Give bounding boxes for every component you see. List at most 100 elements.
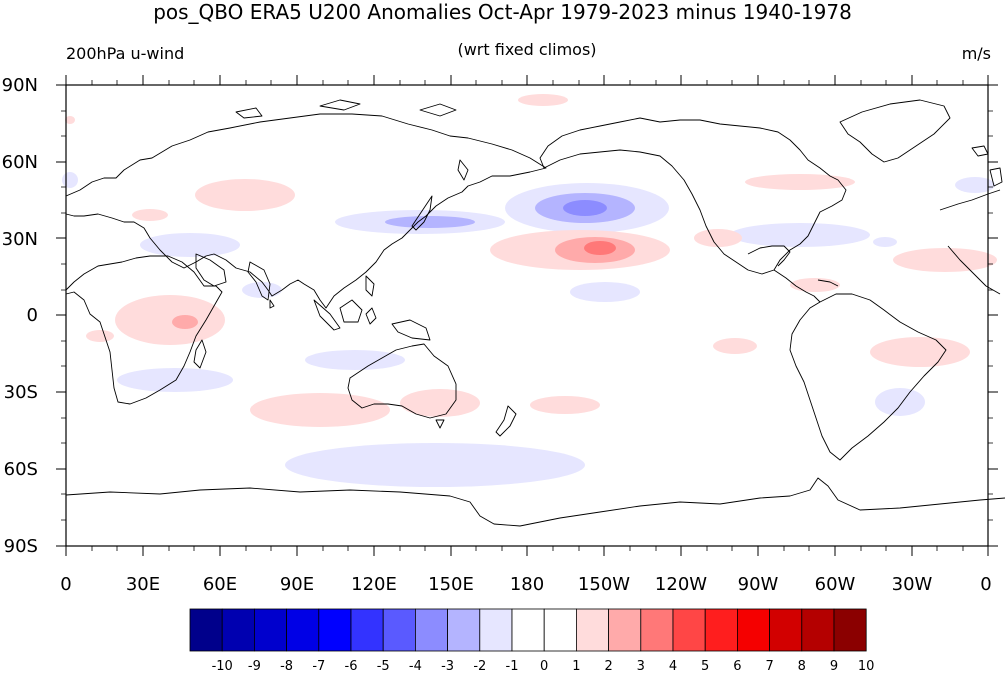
anomaly-fields — [62, 94, 997, 487]
lon-label-60w: 60W — [814, 574, 856, 595]
colorbar-box — [382, 608, 416, 652]
coast-india — [247, 261, 271, 301]
colorbar-box — [414, 608, 448, 652]
minor-ticks — [61, 80, 993, 551]
coast-antarctica — [65, 477, 1005, 527]
anomaly-neg-natlantic — [873, 237, 897, 247]
colorbar-tick-label: 9 — [829, 659, 839, 674]
coast-newzealand — [495, 405, 517, 437]
lon-label-0-east: 0 — [980, 574, 992, 595]
anomaly-neg-europe — [62, 172, 78, 188]
anomaly-pos-epac-s — [713, 338, 757, 354]
anomaly-pos-walfrica — [86, 330, 114, 342]
anomaly-neg-namerica — [730, 223, 870, 247]
anomaly-pos-edge — [65, 116, 75, 124]
anomaly-pos-centralasia — [195, 179, 295, 211]
coast-central-america — [773, 269, 821, 303]
lon-label-90e: 90E — [279, 574, 315, 595]
lon-label-0: 0 — [60, 574, 72, 595]
colorbar-tick-label: 2 — [604, 659, 613, 674]
lon-label-120w: 120W — [654, 574, 708, 595]
units-label: m/s — [961, 44, 991, 63]
colorbar-tick-label: -2 — [473, 659, 487, 674]
colorbar-tick-label: 8 — [797, 659, 806, 674]
colorbar-tick-label: 6 — [733, 659, 742, 674]
lon-label-30e: 30E — [125, 574, 161, 595]
colorbar-tick-label: -5 — [376, 659, 390, 674]
colorbar-tick-label: 10 — [857, 659, 875, 674]
anomaly-pos-med — [132, 209, 168, 221]
colorbar-tick-label: -3 — [441, 659, 455, 674]
colorbar-tick-label: -8 — [280, 659, 294, 674]
lat-label-90n: 90N — [1, 75, 38, 96]
colorbar-box — [640, 608, 674, 652]
colorbar-box — [543, 608, 577, 652]
coast-iceland — [971, 145, 989, 157]
colorbar-tick-label: 5 — [701, 659, 710, 674]
lat-label-30n: 30N — [1, 229, 38, 250]
coast-africa-west — [947, 245, 1001, 295]
anomaly-neg-arabia — [140, 233, 240, 257]
coast-sulawesi — [365, 307, 377, 325]
anomaly-neg-ne-atl — [955, 177, 995, 193]
anomaly-pos-eafrica — [115, 295, 225, 345]
colorbar-box — [833, 608, 867, 652]
coast-srilanka — [269, 299, 275, 309]
colorbar-box — [286, 608, 320, 652]
lon-label-150e: 150E — [428, 574, 474, 595]
major-ticks — [56, 75, 998, 556]
anomaly-pos-gulf — [790, 278, 840, 292]
colorbar-tick-label: -7 — [312, 659, 326, 674]
reference-label: (wrt fixed climos) — [457, 40, 597, 59]
coast-australia — [347, 343, 457, 419]
anomaly-pos-baja — [694, 229, 742, 247]
colorbar-box — [672, 608, 706, 652]
coast-britain — [989, 167, 1003, 187]
anomaly-pos-tatlantic — [893, 248, 997, 272]
coast-philippines — [365, 275, 375, 297]
lat-label-90s: 90S — [3, 536, 38, 557]
colorbar-box — [221, 608, 255, 652]
coast-borneo — [339, 299, 363, 323]
coast-north-america — [539, 117, 847, 275]
coast-arctic-islands — [235, 99, 457, 119]
colorbar-tick-label: -1 — [505, 659, 519, 674]
lon-label-120e: 120E — [351, 574, 397, 595]
coast-europe-west — [939, 189, 1001, 211]
colorbar-box — [350, 608, 384, 652]
colorbar-box — [447, 608, 481, 652]
lat-label-0: 0 — [26, 305, 38, 326]
lon-label-30w: 30W — [891, 574, 933, 595]
lon-label-180: 180 — [509, 574, 545, 595]
lon-label-90w: 90W — [737, 574, 779, 595]
lat-label-60s: 60S — [3, 459, 38, 480]
anomaly-pos-eafrica-core — [172, 315, 198, 329]
colorbar-box — [737, 608, 771, 652]
coast-newguinea — [391, 319, 431, 341]
colorbar-box — [511, 608, 545, 652]
anomaly-pos-arctic — [518, 94, 568, 106]
colorbar-box — [318, 608, 352, 652]
coast-africa — [65, 255, 223, 405]
plot-title: pos_QBO ERA5 U200 Anomalies Oct-Apr 1979… — [153, 0, 852, 24]
anomaly-neg-safrica — [117, 368, 233, 392]
lat-label-30s: 30S — [3, 382, 38, 403]
anomaly-pos-brazil — [870, 337, 970, 367]
colorbar-tick-label: -6 — [344, 659, 358, 674]
anomaly-pos-australia — [400, 389, 480, 417]
lat-label-60n: 60N — [1, 152, 38, 173]
colorbar-box — [253, 608, 287, 652]
coast-caribbean — [817, 279, 839, 287]
anomaly-neg-japan-core — [385, 216, 475, 228]
variable-label: 200hPa u-wind — [66, 44, 185, 63]
coast-south-america — [789, 293, 947, 461]
colorbar-tick-label: -9 — [247, 659, 261, 674]
anomaly-neg-npacific-core — [563, 200, 607, 216]
anomaly-pos-sindian — [250, 393, 390, 427]
anomaly-pos-cpac-core — [584, 241, 616, 255]
anomaly-neg-io — [305, 350, 405, 370]
coast-greenland — [839, 99, 951, 163]
colorbar-tick-label: 1 — [572, 659, 581, 674]
colorbar-box — [576, 608, 610, 652]
